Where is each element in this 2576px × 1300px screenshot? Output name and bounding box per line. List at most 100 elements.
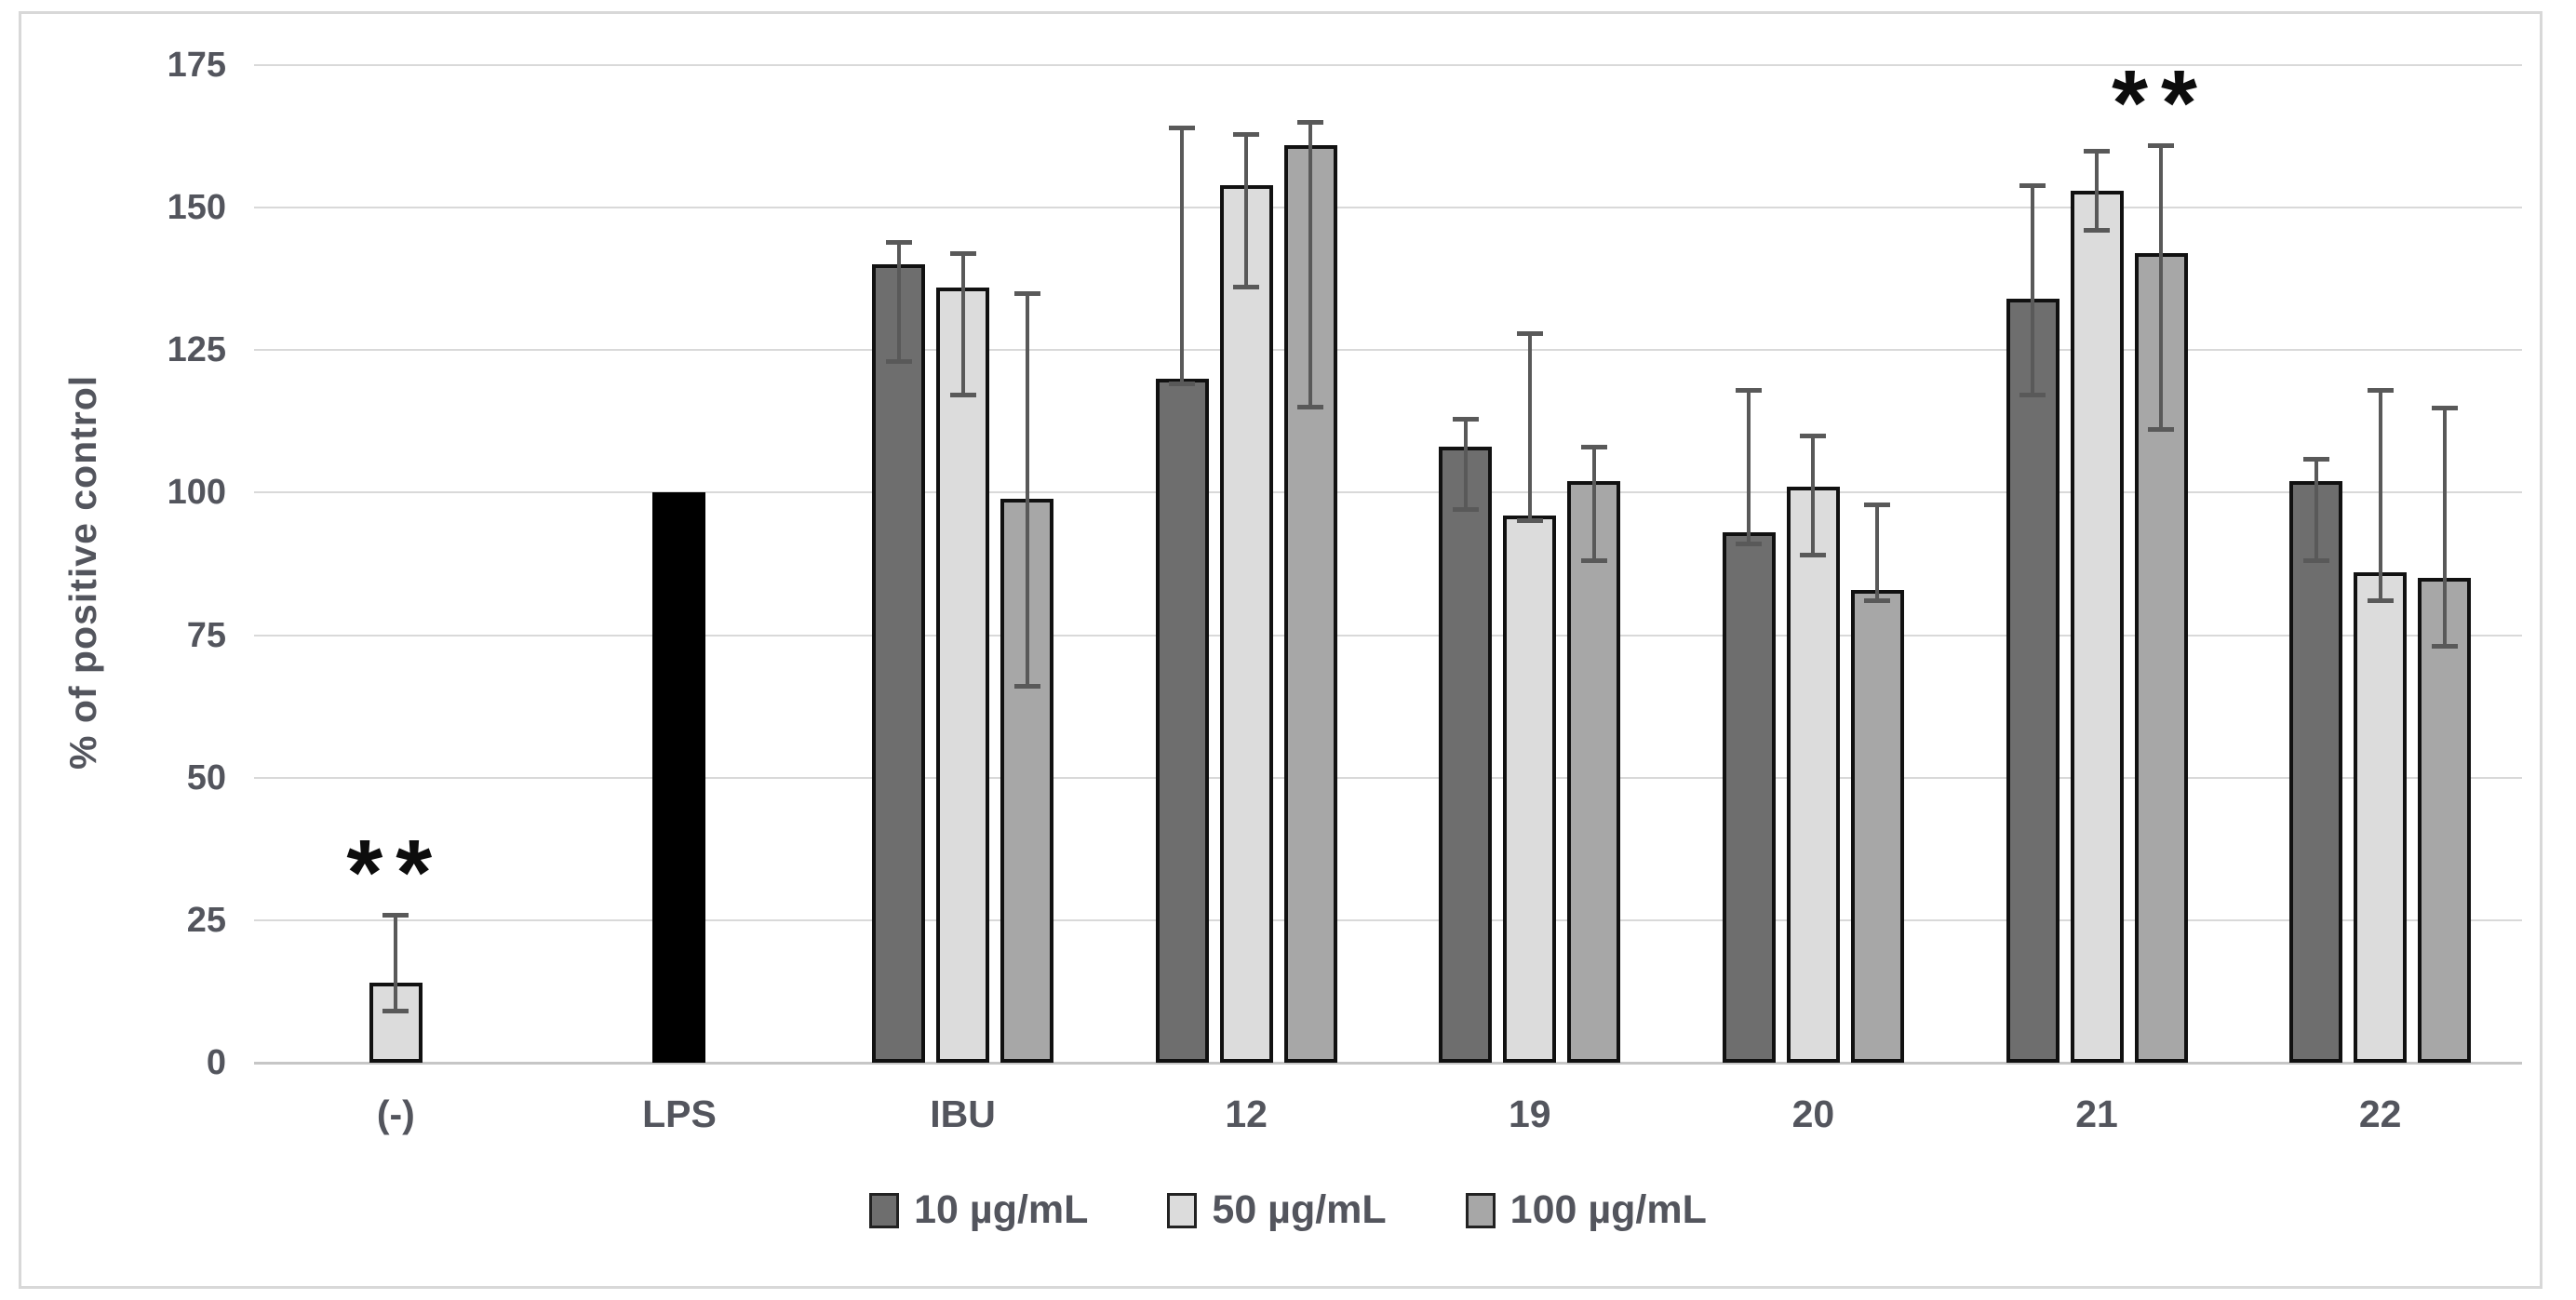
error-bar-cap-bottom-(-)-50 µg/mL [382, 1008, 409, 1013]
category-label-22: 22 [2358, 1092, 2402, 1135]
y-tick-label-100: 100 [167, 473, 226, 513]
significance-marker-(-): ** [346, 820, 446, 925]
error-bar-cap-bottom-20-10 µg/mL [1736, 541, 1763, 546]
error-bar-21-100 µg/mL [2159, 144, 2164, 431]
bar-21-50 µg/mL [2070, 190, 2124, 1063]
bar-20-50 µg/mL [1786, 487, 1840, 1063]
error-bar-cap-top-21-100 µg/mL [2148, 142, 2175, 148]
error-bar-cap-bottom-22-100 µg/mL [2431, 643, 2458, 649]
error-bar-12-10 µg/mL [1180, 127, 1185, 385]
error-bar-12-100 µg/mL [1308, 122, 1313, 408]
category-label-LPS: LPS [642, 1092, 717, 1135]
error-bar-cap-bottom-IBU-50 µg/mL [949, 393, 976, 398]
error-bar-cap-bottom-21-100 µg/mL [2148, 427, 2175, 433]
error-bar-cap-top-IBU-50 µg/mL [949, 251, 976, 257]
y-tick-label-75: 75 [186, 615, 226, 655]
bar-LPS-LPS control [652, 492, 706, 1063]
gridline-0 [254, 1062, 2522, 1065]
bar-19-100 µg/mL [1567, 481, 1621, 1063]
error-bar-cap-bottom-22-50 µg/mL [2367, 597, 2394, 603]
y-tick-label-50: 50 [186, 757, 226, 797]
legend-label-10 µg/mL: 10 µg/mL [914, 1187, 1089, 1232]
bar-22-100 µg/mL [2418, 578, 2472, 1063]
error-bar-cap-top-12-10 µg/mL [1169, 126, 1196, 131]
bar-22-50 µg/mL [2354, 572, 2408, 1063]
legend-label-100 µg/mL: 100 µg/mL [1509, 1187, 1707, 1232]
error-bar-cap-top-IBU-10 µg/mL [885, 239, 912, 245]
legend: 10 µg/mL 50 µg/mL 100 µg/mL [0, 1187, 2576, 1233]
error-bar-cap-top-19-50 µg/mL [1516, 330, 1543, 336]
plot-area [254, 64, 2522, 1065]
legend-swatch-50 µg/mL [1167, 1192, 1198, 1228]
gridline-25 [254, 918, 2522, 921]
error-bar-(-)-50 µg/mL [394, 914, 398, 1012]
y-tick-label-125: 125 [167, 330, 226, 370]
category-label-19: 19 [1509, 1092, 1551, 1135]
bar-22-10 µg/mL [2289, 481, 2343, 1063]
chart-border [19, 11, 2542, 1289]
error-bar-cap-bottom-IBU-10 µg/mL [885, 358, 912, 364]
error-bar-cap-top-19-10 µg/mL [1452, 416, 1479, 422]
error-bar-IBU-100 µg/mL [1025, 293, 1029, 687]
error-bar-cap-bottom-21-10 µg/mL [2019, 393, 2046, 398]
y-tick-label-150: 150 [167, 188, 226, 228]
legend-item-100 µg/mL: 100 µg/mL [1465, 1187, 1707, 1233]
error-bar-19-10 µg/mL [1463, 418, 1468, 510]
gridline-175 [254, 64, 2522, 66]
error-bar-cap-top-12-100 µg/mL [1297, 120, 1324, 126]
y-tick-label-25: 25 [186, 900, 226, 940]
error-bar-21-50 µg/mL [2095, 150, 2100, 231]
legend-swatch-100 µg/mL [1465, 1192, 1496, 1228]
error-bar-cap-bottom-22-10 µg/mL [2302, 557, 2329, 563]
error-bar-22-50 µg/mL [2378, 390, 2382, 601]
error-bar-cap-top-19-100 µg/mL [1580, 445, 1607, 450]
error-bar-22-10 µg/mL [2314, 458, 2318, 561]
error-bar-cap-bottom-19-50 µg/mL [1516, 518, 1543, 524]
bar-IBU-10 µg/mL [872, 264, 926, 1063]
error-bar-20-50 µg/mL [1811, 436, 1816, 556]
bar-20-100 µg/mL [1850, 589, 1904, 1063]
gridline-50 [254, 776, 2522, 779]
error-bar-cap-bottom-12-10 µg/mL [1169, 382, 1196, 387]
significance-marker-21: ** [2112, 50, 2210, 155]
error-bar-cap-bottom-IBU-100 µg/mL [1013, 683, 1040, 689]
y-tick-label-175: 175 [167, 46, 226, 85]
legend-item-10 µg/mL: 10 µg/mL [869, 1187, 1088, 1233]
category-label-20: 20 [1791, 1092, 1835, 1135]
error-bar-cap-top-20-50 µg/mL [1800, 434, 1827, 439]
category-label-(-): (-) [376, 1092, 415, 1135]
bar-19-50 µg/mL [1503, 515, 1557, 1063]
gridline-150 [254, 207, 2522, 209]
error-bar-cap-top-(-)-50 µg/mL [382, 912, 409, 918]
error-bar-cap-bottom-19-100 µg/mL [1580, 557, 1607, 563]
bar-12-50 µg/mL [1219, 184, 1273, 1063]
error-bar-cap-top-20-10 µg/mL [1736, 388, 1763, 394]
bar-20-10 µg/mL [1722, 532, 1776, 1063]
error-bar-cap-top-20-100 µg/mL [1864, 502, 1891, 507]
error-bar-21-10 µg/mL [2031, 184, 2035, 396]
legend-item-50 µg/mL: 50 µg/mL [1167, 1187, 1387, 1233]
error-bar-19-50 µg/mL [1527, 332, 1532, 522]
gridline-125 [254, 349, 2522, 352]
legend-label-50 µg/mL: 50 µg/mL [1212, 1187, 1387, 1232]
bar-19-10 µg/mL [1439, 447, 1493, 1063]
error-bar-IBU-10 µg/mL [896, 241, 901, 362]
error-bar-cap-top-IBU-100 µg/mL [1013, 291, 1040, 297]
error-bar-12-50 µg/mL [1244, 133, 1249, 288]
legend-swatch-10 µg/mL [869, 1192, 900, 1228]
error-bar-cap-top-22-50 µg/mL [2367, 388, 2394, 394]
error-bar-20-10 µg/mL [1747, 390, 1751, 544]
error-bar-cap-top-21-10 µg/mL [2019, 182, 2046, 188]
y-tick-label-0: 0 [206, 1043, 226, 1082]
error-bar-cap-bottom-20-50 µg/mL [1800, 552, 1827, 557]
error-bar-cap-top-22-100 µg/mL [2431, 405, 2458, 410]
error-bar-cap-bottom-12-50 µg/mL [1233, 284, 1260, 289]
category-label-12: 12 [1225, 1092, 1268, 1135]
error-bar-cap-bottom-21-50 µg/mL [2084, 227, 2111, 233]
bar-21-10 µg/mL [2006, 299, 2059, 1063]
bar-12-10 µg/mL [1155, 378, 1209, 1063]
error-bar-20-100 µg/mL [1875, 503, 1880, 601]
error-bar-cap-top-12-50 µg/mL [1233, 131, 1260, 137]
gridline-100 [254, 491, 2522, 494]
